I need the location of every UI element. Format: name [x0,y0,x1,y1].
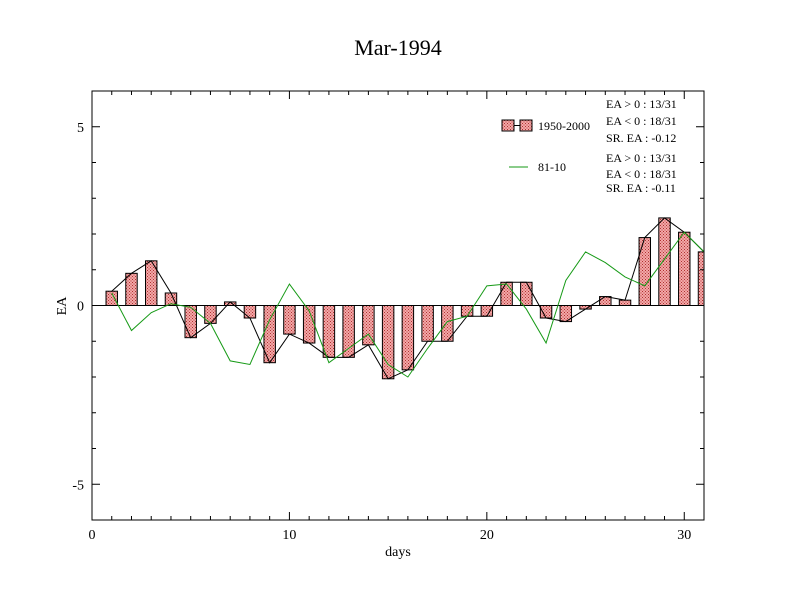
legend: 1950-2000 EA > 0 : 13/31 EA < 0 : 18/31 … [501,97,677,195]
bar [520,281,533,307]
bar [362,305,375,346]
x-tick-label: 30 [677,528,691,543]
bar [500,281,513,307]
stats-line-sr: SR. EA : -0.11 [606,181,676,195]
x-tick-label: 0 [89,528,96,543]
legend-stats-bars: EA > 0 : 13/31 EA < 0 : 18/31 SR. EA : -… [606,97,677,145]
x-axis-label: days [385,545,411,560]
y-axis-label: EA [55,296,70,316]
bar [125,272,138,307]
bar [599,296,612,306]
bar [342,305,355,358]
stats-line-positive: EA > 0 : 13/31 [606,151,677,165]
bar [322,305,336,358]
legend-bar-swatch-left [501,119,515,132]
bar [401,305,415,371]
bar [480,305,494,317]
bar [638,237,651,306]
lines-layer [111,217,704,380]
x-tick-label: 20 [480,528,494,543]
y-tick-label: -5 [72,478,84,493]
x-tick-label: 10 [282,528,296,543]
bar [658,217,671,307]
bar [421,305,434,342]
legend-label-bars: 1950-2000 [538,119,590,133]
bar [243,305,257,319]
stats-line-negative: EA < 0 : 18/31 [606,167,677,181]
stats-bars-sr: SR. EA : -0.12 [606,131,676,145]
bar [381,305,395,380]
bars-layer [92,217,704,380]
legend-entry-bars: 1950-2000 [501,119,590,133]
y-tick-label: 5 [77,121,84,136]
bar [618,299,632,307]
y-tick-label: 0 [77,300,84,315]
series-line-81-10 [111,231,704,378]
stats-bars-positive: EA > 0 : 13/31 [606,97,677,111]
ticks-layer: 0 10 20 30 -5 0 5 [72,90,705,543]
bar [678,231,691,306]
legend-stats-line: EA > 0 : 13/31 EA < 0 : 18/31 SR. EA : -… [606,151,677,195]
legend-label-line: 81-10 [538,160,566,174]
legend-entry-line: 81-10 [509,160,566,174]
legend-bar-swatch-right [519,119,533,132]
bar [283,305,296,335]
stats-bars-negative: EA < 0 : 18/31 [606,114,677,128]
bar [697,251,704,306]
chart-title: Mar-1994 [354,35,442,60]
